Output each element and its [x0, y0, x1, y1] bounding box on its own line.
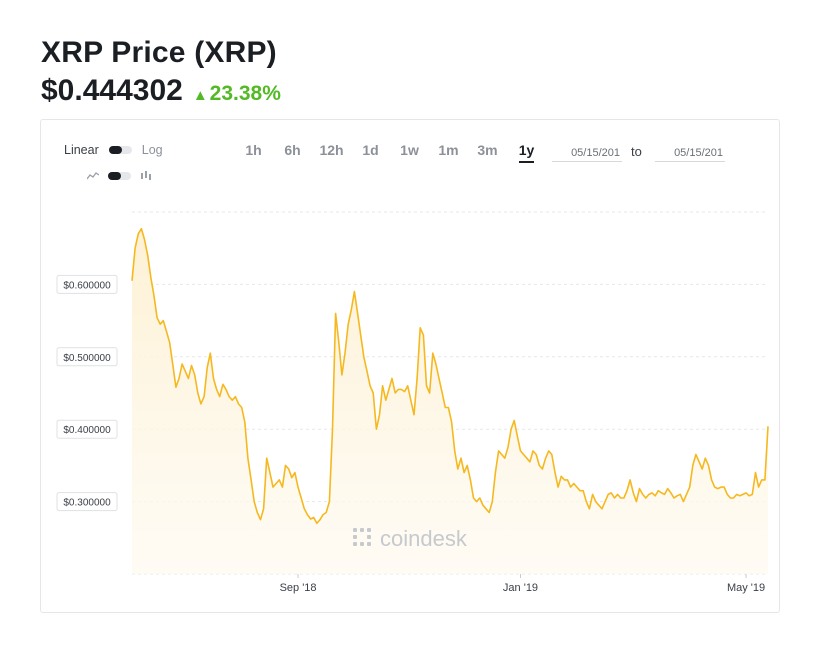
range-button-label: 3m [477, 142, 498, 158]
up-triangle-icon: ▲ [192, 87, 208, 104]
price-change: ▲ 23.38% [193, 82, 281, 106]
y-tick-label: $0.600000 [63, 280, 111, 291]
range-button-1y[interactable]: 1y [507, 142, 546, 163]
range-button-3m[interactable]: 3m [468, 142, 507, 158]
scale-log-label[interactable]: Log [141, 143, 163, 157]
y-tick-label: $0.300000 [63, 498, 111, 509]
scale-toggle[interactable] [108, 146, 132, 154]
price-area-fill [132, 228, 768, 574]
range-button-1m[interactable]: 1m [429, 142, 468, 158]
y-tick: $0.500000 [56, 347, 118, 367]
range-button-label: 1d [362, 142, 379, 158]
x-tick-label: Jan '19 [503, 582, 538, 594]
range-button-1d[interactable]: 1d [351, 142, 390, 158]
y-tick: $0.600000 [56, 274, 118, 294]
chart-type-toggle-knob [108, 172, 121, 180]
price-line [131, 227, 769, 525]
range-button-label: 1m [438, 142, 459, 158]
x-tick-label: May '19 [727, 582, 765, 594]
range-button-6h[interactable]: 6h [273, 142, 312, 158]
chart-type-toggle-row [87, 171, 152, 181]
y-tick-box [56, 419, 118, 439]
candlestick-icon[interactable] [140, 171, 152, 181]
price-row: $0.444302 ▲ 23.38% [41, 74, 281, 108]
current-price: $0.444302 [41, 74, 183, 107]
coindesk-watermark: coindesk [353, 526, 468, 551]
scale-linear-label[interactable]: Linear [64, 143, 99, 157]
watermark-text: coindesk [380, 526, 468, 551]
chart-type-toggle[interactable] [108, 172, 131, 180]
y-tick-box [56, 492, 118, 512]
date-from-input[interactable] [552, 144, 622, 162]
x-axis: Sep '18 Jan '19 May '19 [280, 574, 765, 594]
date-separator: to [631, 144, 642, 159]
coindesk-logo-icon [353, 528, 371, 546]
range-button-label: 12h [319, 142, 344, 158]
y-tick-label: $0.500000 [63, 353, 111, 364]
page-title: XRP Price (XRP) [41, 36, 277, 69]
range-button-12h[interactable]: 12h [312, 142, 351, 158]
range-button-1w[interactable]: 1w [390, 142, 429, 158]
x-tick-label: Sep '18 [280, 582, 317, 594]
range-selector: 1h 6h 12h 1d 1w 1m 3m 1y [234, 142, 546, 163]
range-button-label: 1y [518, 142, 535, 163]
range-button-label: 1h [245, 142, 262, 158]
chart-card: Linear Log 1h 6h 12h 1d 1w 1m 3m 1y to [40, 119, 780, 613]
range-button-label: 6h [284, 142, 301, 158]
y-tick-box [56, 347, 118, 367]
range-button-label: 1w [400, 142, 419, 158]
y-tick-box [56, 274, 118, 294]
line-chart-icon[interactable] [87, 172, 99, 180]
y-tick: $0.400000 [56, 419, 118, 439]
y-tick: $0.300000 [56, 492, 118, 512]
y-axis: $0.300000 $0.400000 $0.500000 $0.600000 [56, 274, 118, 512]
range-button-1h[interactable]: 1h [234, 142, 273, 158]
scale-toggle-row: Linear Log [64, 143, 163, 157]
date-to-input[interactable] [655, 144, 725, 162]
price-change-value: 23.38% [209, 82, 281, 105]
scale-toggle-knob [108, 146, 122, 154]
price-chart[interactable]: coindesk $0.300000 $0.400000 $0.500000 $0.6… [41, 120, 779, 612]
y-tick-label: $0.400000 [63, 425, 111, 436]
